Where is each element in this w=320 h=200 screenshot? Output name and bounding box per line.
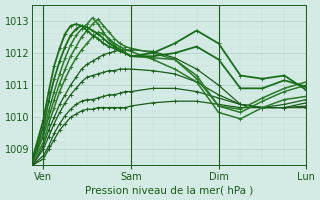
X-axis label: Pression niveau de la mer( hPa ): Pression niveau de la mer( hPa ) (85, 185, 253, 195)
